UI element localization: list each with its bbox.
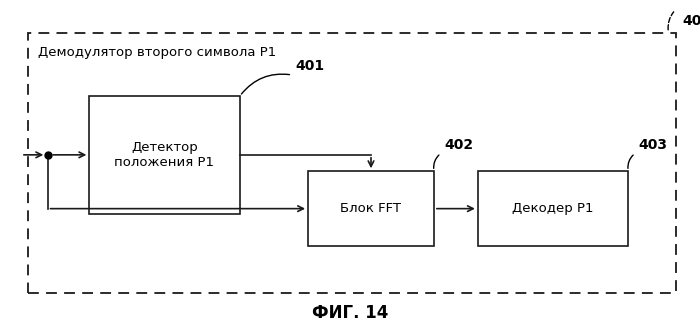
Text: 403: 403 xyxy=(639,138,668,152)
Text: Блок FFT: Блок FFT xyxy=(340,202,402,215)
Bar xyxy=(477,171,629,246)
FancyArrowPatch shape xyxy=(668,12,673,30)
FancyArrowPatch shape xyxy=(628,155,634,169)
Bar xyxy=(28,33,676,293)
FancyArrowPatch shape xyxy=(241,74,290,94)
Text: Демодулятор второго символа Р1: Демодулятор второго символа Р1 xyxy=(38,46,276,59)
Text: ФИГ. 14: ФИГ. 14 xyxy=(312,304,388,322)
Text: Декодер Р1: Декодер Р1 xyxy=(512,202,594,215)
Bar xyxy=(308,171,434,246)
Text: Детектор
положения Р1: Детектор положения Р1 xyxy=(115,141,214,169)
Text: 402: 402 xyxy=(444,138,474,152)
Text: 400: 400 xyxy=(682,14,700,28)
Bar xyxy=(90,96,239,214)
FancyArrowPatch shape xyxy=(434,155,439,169)
Text: 401: 401 xyxy=(295,59,325,73)
